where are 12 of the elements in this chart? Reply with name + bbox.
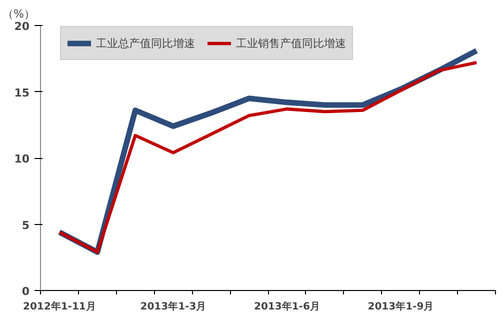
x-tick-label: 2013年1-9月 xyxy=(368,300,434,312)
legend-label: 工业销售产值同比增速 xyxy=(236,36,346,50)
x-tick-label: 2013年1-3月 xyxy=(140,300,206,312)
y-tick-label: 20 xyxy=(14,20,30,33)
y-axis-title: （%） xyxy=(2,8,35,20)
y-tick-label: 0 xyxy=(22,285,30,298)
x-tick-label: 2012年1-11月 xyxy=(23,300,96,312)
legend-label: 工业总产值同比增速 xyxy=(96,36,195,50)
x-tick-label: 2013年1-6月 xyxy=(254,300,320,312)
y-tick-label: 15 xyxy=(14,86,30,100)
y-tick-label: 5 xyxy=(22,218,30,232)
y-tick-label: 10 xyxy=(14,152,30,166)
